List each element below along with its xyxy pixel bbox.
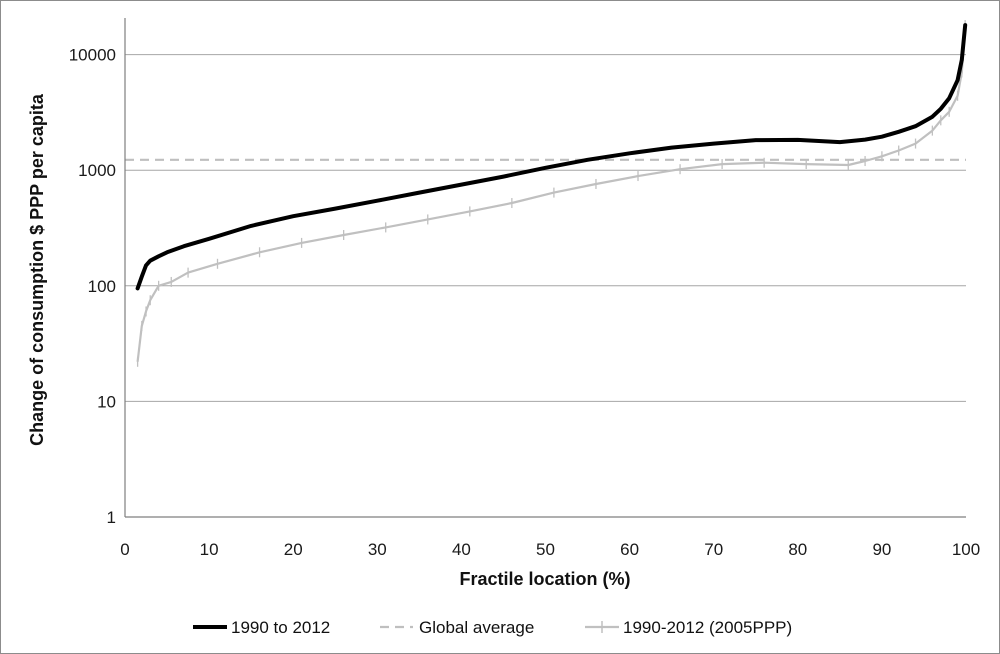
axes xyxy=(124,18,966,518)
y-tick-label-100: 100 xyxy=(88,277,116,296)
x-axis-title: Fractile location (%) xyxy=(459,569,630,589)
x-tick-label-80: 80 xyxy=(788,540,807,559)
series-1 xyxy=(135,23,968,291)
legend-item-series-1: 1990 to 2012 xyxy=(193,618,330,637)
y-tick-label-10: 10 xyxy=(97,392,116,411)
x-tick-label-0: 0 xyxy=(120,540,129,559)
y-tick-labels: 1 10 100 1000 10000 xyxy=(69,46,116,527)
x-tick-label-100: 100 xyxy=(952,540,980,559)
series-line-1 xyxy=(135,23,968,291)
x-tick-label-10: 10 xyxy=(200,540,219,559)
series-layer xyxy=(125,20,968,367)
x-tick-label-20: 20 xyxy=(284,540,303,559)
y-axis-title: Change of consumption $ PPP per capita xyxy=(27,93,47,446)
y-tick-label-1000: 1000 xyxy=(78,161,116,180)
y-tick-label-1: 1 xyxy=(107,508,116,527)
x-tick-label-90: 90 xyxy=(872,540,891,559)
y-tick-label-10000: 10000 xyxy=(69,46,116,65)
legend: 1990 to 2012 Global average 1990-2012 (2… xyxy=(193,618,792,637)
x-tick-label-70: 70 xyxy=(704,540,723,559)
legend-label-series-2: Global average xyxy=(419,618,534,637)
x-tick-label-60: 60 xyxy=(620,540,639,559)
legend-label-series-3: 1990-2012 (2005PPP) xyxy=(623,618,792,637)
x-tick-labels: 0 10 20 30 40 50 60 70 80 90 100 xyxy=(120,540,980,559)
series-line-3 xyxy=(136,25,967,362)
x-tick-label-40: 40 xyxy=(452,540,471,559)
gridlines xyxy=(125,54,966,402)
legend-item-series-3: 1990-2012 (2005PPP) xyxy=(585,618,792,637)
legend-label-series-1: 1990 to 2012 xyxy=(231,618,330,637)
series-3 xyxy=(136,20,967,367)
legend-item-series-2: Global average xyxy=(380,618,534,637)
x-tick-label-50: 50 xyxy=(536,540,555,559)
x-tick-label-30: 30 xyxy=(368,540,387,559)
